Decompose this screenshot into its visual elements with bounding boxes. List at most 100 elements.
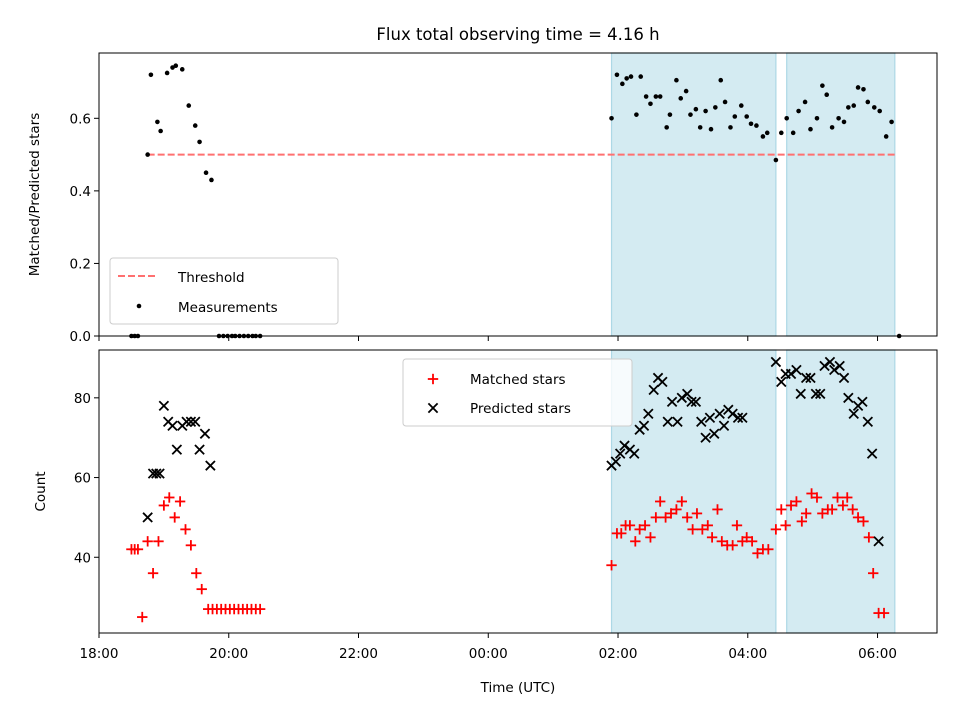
measurement-point [824,92,830,98]
x-mark [873,536,884,547]
y-tick-label: 0.6 [70,111,91,127]
measurement-point [145,152,150,157]
observing-window-shade [786,52,896,337]
x-mark [848,408,859,420]
measurement-point [186,103,192,108]
y-tick-label: 60 [74,471,91,487]
measurement-point [164,70,170,76]
x-mark [824,356,836,368]
measurement-point [653,94,659,99]
x-tick-label: 06:00 [858,646,897,662]
measurement-point [697,125,703,130]
measurement-point [871,105,877,110]
measurement-point [713,105,718,110]
x-mark [648,384,659,396]
measurement-point [865,99,871,105]
x-mark [776,376,787,388]
measurement-point [841,119,847,125]
x-mark [795,388,806,400]
x-mark [704,412,716,423]
measurement-point [718,77,724,83]
measurement-point [648,101,653,107]
axes-frame [98,52,938,337]
measurement-point [732,114,738,119]
x-mark [610,456,622,467]
x-tick-label: 00:00 [469,646,508,662]
ratio-panel: 0.0 0.2 0.4 0.6 Matched/Predicted stars Thres… [27,52,938,345]
measurement-point [744,114,749,119]
x-mark [638,420,650,431]
x-mark [158,400,170,412]
legend-box [402,358,633,427]
measurement-point [784,116,790,121]
measurement-point [748,121,754,127]
x-mark [696,416,707,427]
y-axis-label: Count [33,471,49,511]
measurement-point [728,125,733,130]
x-mark [681,388,693,400]
x-mark [727,408,738,420]
x-mark [151,468,162,479]
measurement-point [836,116,841,121]
measurement-point [614,72,620,78]
x-mark [690,396,702,408]
legend: Threshold Measurements [109,257,339,325]
measurement-point [861,86,866,92]
x-mark [427,402,439,414]
measurement-point [667,112,673,117]
measurement-point [155,119,160,125]
measurement-point [664,125,669,130]
legend-box [109,257,339,325]
y-axis-label: Matched/Predicted stars [27,113,43,276]
measurement-point [790,130,796,136]
measurement-point [722,99,728,105]
measurement-point [855,85,861,90]
measurement-point [883,134,889,139]
x-mark [171,444,183,455]
measurement-point [796,108,801,114]
y-tick-label: 0.4 [70,184,91,200]
x-mark [666,396,678,408]
y-tick-label: 0.2 [70,256,91,272]
measurement-point [609,116,614,121]
x-tick-label: 18:00 [80,646,119,662]
measurement-point [693,106,699,112]
measurement-point [643,94,649,99]
x-mark [829,364,840,376]
observing-window-shade [610,349,777,634]
measurement-point [760,134,766,139]
x-mark [718,420,730,431]
measurement-point [708,126,714,132]
measurement-point [802,99,808,105]
measurement-point [773,157,779,163]
legend-threshold-label: Threshold [177,270,245,286]
measurement-point [197,139,202,145]
x-mark [199,428,211,439]
measurement-point [814,116,820,121]
x-mark [714,408,725,420]
chart-title: Flux total observing time = 4.16 h [376,25,659,44]
measurement-point [179,67,185,72]
x-mark [185,416,197,427]
legend-predicted-label: Predicted stars [470,401,571,417]
measurement-point [778,130,784,136]
measurement-point [820,83,825,88]
x-mark [614,448,626,459]
x-mark [843,392,854,404]
legend-measurements-swatch [136,303,142,309]
series-predicted-stars [142,356,884,547]
count-panel: 40 60 80 18:00 20:00 22:00 00:00 02:00 04:00 06:0… [33,349,938,662]
measurement-point [628,74,634,79]
measurement-point [846,105,851,110]
x-mark [800,372,812,384]
series-measurements [129,63,902,339]
x-mark [805,372,816,384]
x-mark [205,460,216,471]
x-mark [686,396,697,408]
measurement-point [638,74,644,79]
x-mark [189,416,201,427]
legend-measurements-label: Measurements [178,300,278,316]
observing-window-shade [610,52,777,337]
x-tick-label: 04:00 [728,646,767,662]
x-mark [676,392,688,404]
